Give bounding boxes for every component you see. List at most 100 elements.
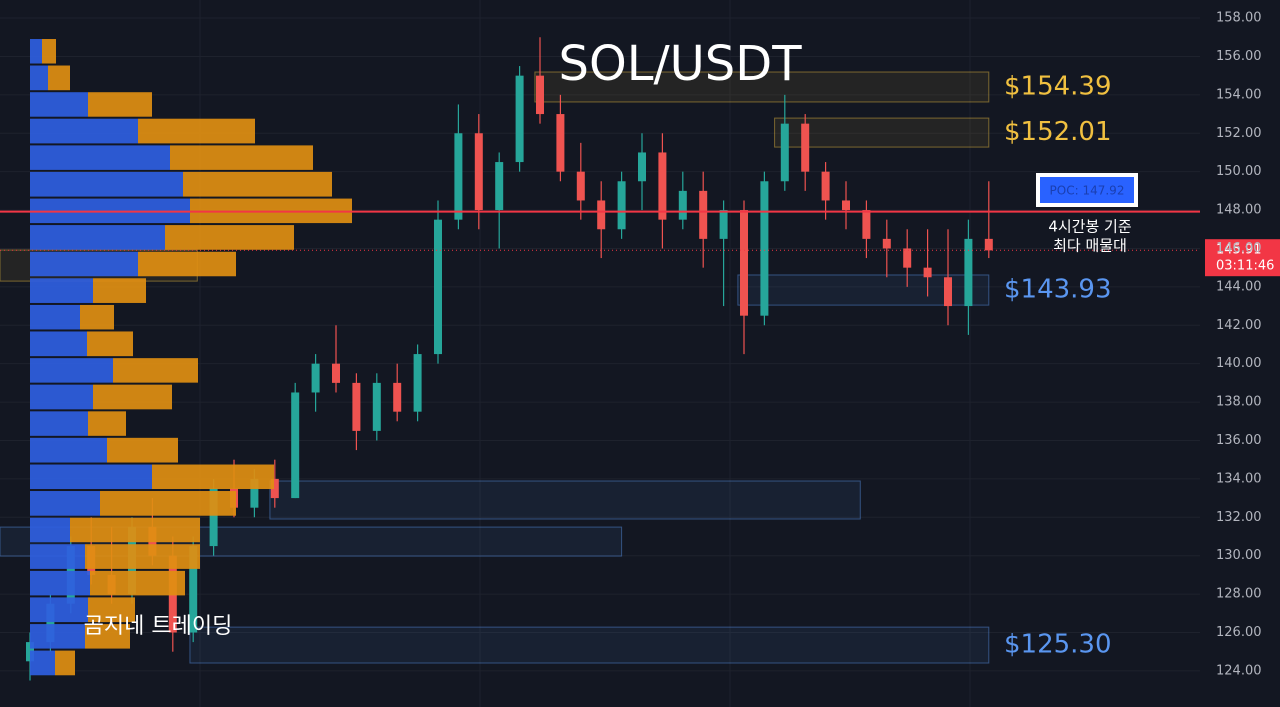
- profile-bar: [30, 650, 55, 676]
- profile-bar: [170, 145, 313, 170]
- profile-bar: [30, 384, 93, 410]
- profile-bar: [85, 544, 200, 569]
- profile-bar: [30, 491, 100, 516]
- profile-bar: [152, 464, 274, 490]
- profile-bar: [30, 118, 138, 144]
- candle-body: [576, 171, 585, 201]
- countdown: 03:11:46: [1216, 259, 1274, 274]
- annotation: 최다 매물대: [1053, 237, 1127, 255]
- y-tick-label: 124.00: [1216, 663, 1262, 678]
- profile-bar: [93, 384, 172, 410]
- profile-bar: [30, 437, 107, 463]
- y-tick-label: 156.00: [1216, 49, 1262, 64]
- profile-bar: [183, 171, 332, 197]
- candle-body: [250, 478, 259, 508]
- profile-bar: [165, 225, 294, 250]
- y-tick-label: 126.00: [1216, 625, 1262, 640]
- y-tick-label: 134.00: [1216, 471, 1262, 486]
- candle-body: [311, 363, 320, 393]
- profile-bar: [107, 437, 178, 463]
- profile-bar: [30, 304, 80, 330]
- profile-bar: [30, 171, 183, 197]
- candle-body: [964, 238, 973, 307]
- zone: [774, 117, 990, 148]
- candle-body: [821, 171, 830, 201]
- zone: [534, 71, 990, 103]
- profile-bar: [30, 597, 88, 623]
- candle-body: [46, 603, 55, 643]
- last-price-label: 145.91: [1216, 243, 1262, 258]
- candle-body: [597, 200, 606, 230]
- candle-body: [760, 181, 769, 316]
- candle-body: [352, 382, 361, 431]
- candle-body: [291, 392, 300, 499]
- profile-bar: [88, 92, 152, 117]
- candle-body: [780, 123, 789, 182]
- zone: [189, 626, 990, 664]
- profile-bar: [30, 544, 85, 569]
- profile-bar: [30, 517, 70, 543]
- candle-body: [944, 277, 952, 307]
- profile-bar: [30, 278, 93, 303]
- profile-bar: [85, 624, 130, 649]
- y-tick-label: 128.00: [1216, 587, 1262, 602]
- profile-bar: [42, 39, 56, 64]
- last-price-box: [1205, 239, 1280, 277]
- candle-body: [862, 210, 871, 239]
- candle-body: [332, 363, 340, 383]
- y-tick-label: 132.00: [1216, 510, 1262, 525]
- zone: [269, 480, 861, 520]
- profile-bar: [87, 331, 133, 357]
- y-tick-label: 136.00: [1216, 433, 1262, 448]
- profile-bar: [30, 331, 87, 357]
- y-tick-label: 152.00: [1216, 126, 1262, 141]
- candle-body: [515, 75, 524, 163]
- y-tick-label: 158.00: [1216, 11, 1262, 26]
- zone-label: $152.01: [1004, 117, 1112, 147]
- profile-bar: [48, 65, 70, 91]
- profile-bar: [138, 118, 255, 144]
- candle-body: [984, 238, 993, 251]
- annotation: 4시간봉 기준: [1048, 218, 1132, 236]
- profile-bar: [30, 145, 170, 170]
- candle-body: [699, 190, 708, 239]
- candle-body: [556, 114, 565, 172]
- profile-bar: [113, 358, 198, 383]
- zone-label: $143.93: [1004, 275, 1112, 305]
- candle-body: [209, 488, 218, 547]
- candle-body: [882, 238, 891, 249]
- y-tick-label: 142.00: [1216, 318, 1262, 333]
- profile-bar: [90, 570, 185, 596]
- candle-body: [842, 200, 850, 211]
- candle-body: [372, 382, 381, 431]
- y-tick-label: 144.00: [1216, 279, 1262, 294]
- candle-body: [638, 152, 646, 182]
- candle-body: [413, 354, 422, 412]
- candle-body: [719, 210, 728, 239]
- profile-bar: [80, 304, 114, 330]
- candle-body: [536, 75, 544, 115]
- profile-bar: [30, 358, 113, 383]
- candle-body: [658, 152, 667, 220]
- profile-bar: [30, 624, 85, 649]
- candle-body: [434, 219, 442, 355]
- profile-bar: [30, 65, 48, 91]
- candle-body: [270, 478, 279, 499]
- y-tick-label: 148.00: [1216, 203, 1262, 218]
- candle-body: [393, 382, 402, 412]
- chart-title: SOL/USDT: [558, 36, 802, 92]
- volume-profile: [30, 39, 352, 676]
- profile-bar: [30, 411, 88, 436]
- profile-bar: [55, 650, 75, 676]
- profile-bar: [30, 570, 90, 596]
- profile-bar: [93, 278, 146, 303]
- grid: [0, 0, 1200, 707]
- candle-body: [189, 546, 198, 633]
- candle-body: [617, 181, 626, 230]
- y-tick-label: 154.00: [1216, 87, 1262, 102]
- candle-body: [801, 123, 810, 172]
- profile-bar: [30, 39, 42, 64]
